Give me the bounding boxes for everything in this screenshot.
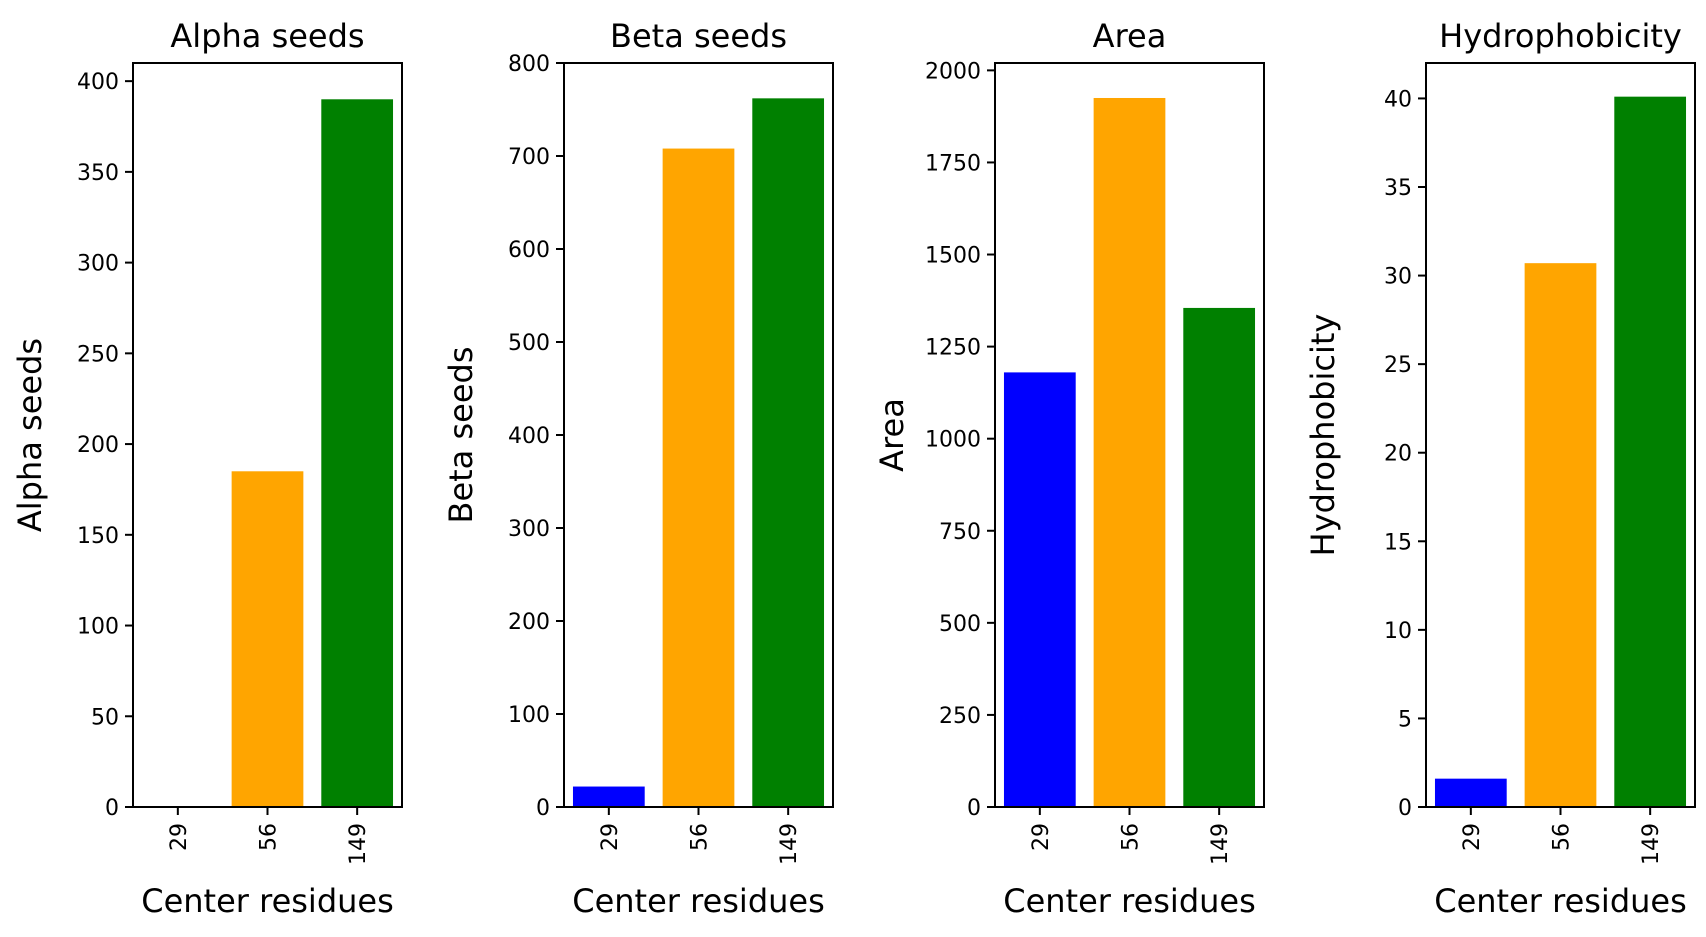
y-tick-label: 100 xyxy=(77,615,119,640)
y-tick-label: 5 xyxy=(1398,707,1412,732)
y-axis-label: Alpha seeds xyxy=(11,338,49,532)
y-tick-label: 250 xyxy=(77,342,119,367)
y-tick-label: 25 xyxy=(1384,353,1412,378)
y-tick-label: 750 xyxy=(939,520,981,545)
y-tick-label: 0 xyxy=(1398,796,1412,821)
x-tick-label: 29 xyxy=(1029,823,1054,851)
x-tick-label: 56 xyxy=(1119,823,1144,851)
y-tick-label: 300 xyxy=(77,252,119,277)
x-tick-label: 29 xyxy=(1460,823,1485,851)
x-axis-label: Center residues xyxy=(141,882,394,920)
y-tick-label: 1750 xyxy=(925,151,981,176)
panel-title: Beta seeds xyxy=(610,17,787,55)
x-tick-label: 149 xyxy=(346,823,371,865)
x-axis-label: Center residues xyxy=(1434,882,1687,920)
y-tick-label: 1000 xyxy=(925,428,981,453)
x-tick-label: 56 xyxy=(688,823,713,851)
y-tick-label: 500 xyxy=(939,612,981,637)
y-tick-label: 40 xyxy=(1384,87,1412,112)
x-axis-label: Center residues xyxy=(1003,882,1256,920)
y-tick-label: 300 xyxy=(508,517,550,542)
y-tick-label: 30 xyxy=(1384,265,1412,290)
x-tick-label: 29 xyxy=(598,823,623,851)
y-tick-label: 350 xyxy=(77,161,119,186)
bar-149 xyxy=(1183,307,1256,807)
y-tick-label: 0 xyxy=(105,796,119,821)
y-tick-label: 15 xyxy=(1384,530,1412,555)
chart-panel-1: 0 50 100 150 200 250 300 350 400 29 56 149 Alpha see… xyxy=(11,17,403,920)
bar-56 xyxy=(662,148,735,807)
y-tick-label: 0 xyxy=(967,796,981,821)
y-tick-label: 50 xyxy=(91,705,119,730)
panel-title: Hydrophobicity xyxy=(1439,17,1682,55)
chart-panel-2: 0 100 200 300 400 500 600 700 800 29 56 149 Beta see… xyxy=(442,17,834,920)
x-tick-label: 149 xyxy=(1208,823,1233,865)
y-tick-label: 20 xyxy=(1384,442,1412,467)
y-tick-label: 2000 xyxy=(925,59,981,84)
y-tick-label: 100 xyxy=(508,703,550,728)
y-tick-label: 500 xyxy=(508,331,550,356)
y-tick-label: 150 xyxy=(77,524,119,549)
y-tick-label: 700 xyxy=(508,145,550,170)
y-tick-label: 200 xyxy=(508,610,550,635)
x-tick-label: 56 xyxy=(1550,823,1575,851)
y-tick-label: 200 xyxy=(77,433,119,458)
y-tick-label: 35 xyxy=(1384,176,1412,201)
y-tick-label: 250 xyxy=(939,704,981,729)
panel-title: Alpha seeds xyxy=(170,17,364,55)
bar-56 xyxy=(231,471,304,807)
bar-149 xyxy=(321,99,394,808)
y-tick-label: 400 xyxy=(508,424,550,449)
chart-panel-3: 0 250 500 750 1000 1250 1500 1750 2000 29 56 149 Are… xyxy=(873,17,1265,920)
y-tick-label: 600 xyxy=(508,238,550,263)
bar-149 xyxy=(752,98,825,808)
y-tick-label: 10 xyxy=(1384,619,1412,644)
y-tick-label: 1500 xyxy=(925,244,981,269)
x-axis-label: Center residues xyxy=(572,882,825,920)
x-tick-label: 29 xyxy=(167,823,192,851)
bar-56 xyxy=(1093,97,1166,808)
bar-29 xyxy=(1434,778,1507,807)
bar-29 xyxy=(1003,372,1076,807)
panel-title: Area xyxy=(1093,17,1167,55)
bar-149 xyxy=(1614,96,1687,807)
y-tick-label: 800 xyxy=(508,52,550,77)
y-tick-label: 1250 xyxy=(925,336,981,361)
x-tick-label: 149 xyxy=(777,823,802,865)
x-tick-label: 56 xyxy=(257,823,282,851)
x-tick-label: 149 xyxy=(1639,823,1664,865)
y-axis-label: Hydrophobicity xyxy=(1304,314,1342,557)
bar-56 xyxy=(1524,263,1597,807)
bar-29 xyxy=(572,786,645,807)
y-tick-label: 0 xyxy=(536,796,550,821)
chart-panel-4: 0 5 10 15 20 25 30 35 40 29 56 149 Hydrophobicity Cen… xyxy=(1304,17,1696,920)
y-axis-label: Beta seeds xyxy=(442,347,480,524)
y-axis-label: Area xyxy=(873,398,911,472)
y-tick-label: 400 xyxy=(77,70,119,95)
